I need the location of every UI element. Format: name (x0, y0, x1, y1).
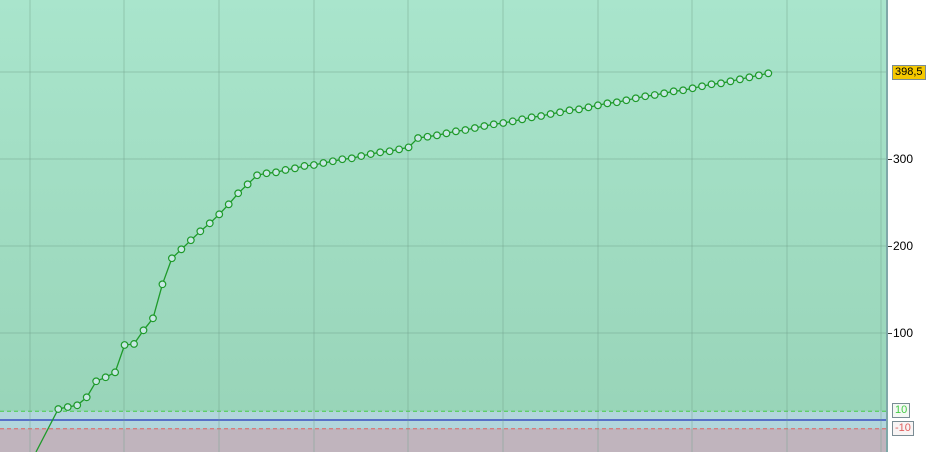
lower-band (0, 428, 888, 452)
data-point[interactable] (328, 157, 337, 166)
data-point[interactable] (319, 159, 328, 167)
data-point[interactable] (243, 180, 252, 189)
data-point[interactable] (300, 162, 309, 170)
data-point[interactable] (499, 119, 508, 127)
data-point[interactable] (139, 326, 148, 335)
data-point[interactable] (54, 405, 63, 413)
data-point[interactable] (73, 401, 82, 410)
data-point[interactable] (262, 169, 271, 178)
data-point[interactable] (736, 75, 744, 84)
data-point[interactable] (168, 254, 176, 263)
data-point[interactable] (669, 87, 678, 96)
data-point[interactable] (717, 79, 725, 88)
data-point[interactable] (452, 127, 460, 136)
level-label-lower: -10 (892, 421, 914, 436)
data-point[interactable] (310, 161, 318, 169)
data-point[interactable] (130, 340, 138, 348)
data-point[interactable] (82, 393, 91, 402)
data-point[interactable] (745, 73, 754, 82)
data-point[interactable] (224, 200, 233, 209)
data-point[interactable] (754, 71, 763, 80)
data-point[interactable] (489, 120, 498, 129)
data-point[interactable] (385, 147, 394, 156)
data-point[interactable] (376, 148, 385, 157)
last-value-label: 398,5 (892, 65, 926, 81)
data-point[interactable] (603, 99, 612, 108)
tick-mark (888, 246, 892, 247)
data-point[interactable] (612, 98, 621, 107)
data-point[interactable] (575, 105, 583, 114)
data-point[interactable] (594, 101, 602, 110)
data-point[interactable] (149, 314, 157, 323)
data-point[interactable] (433, 131, 441, 140)
data-point[interactable] (565, 106, 574, 115)
data-point[interactable] (508, 117, 517, 126)
data-point[interactable] (546, 110, 555, 118)
data-point[interactable] (707, 80, 716, 89)
price-axis[interactable]: 100 200 300 398,5 10 -10 (888, 0, 935, 452)
y-tick-label: 200 (893, 239, 914, 253)
data-point[interactable] (442, 129, 451, 138)
data-point[interactable] (688, 84, 697, 93)
data-point[interactable] (414, 134, 422, 142)
data-point[interactable] (404, 143, 413, 152)
data-point[interactable] (660, 89, 669, 98)
data-point[interactable] (537, 112, 546, 120)
data-point[interactable] (338, 155, 347, 164)
data-point[interactable] (281, 166, 290, 174)
y-tick-label: 300 (893, 152, 914, 166)
tick-mark (888, 333, 892, 334)
data-point[interactable] (177, 245, 186, 254)
data-point[interactable] (650, 91, 659, 99)
data-point[interactable] (63, 403, 72, 411)
data-point[interactable] (205, 219, 214, 228)
level-label-upper: 10 (892, 403, 911, 418)
data-point[interactable] (679, 86, 688, 95)
data-point[interactable] (272, 168, 280, 177)
y-tick-label: 100 (893, 326, 914, 340)
data-point[interactable] (726, 77, 735, 86)
plot-background (0, 0, 888, 452)
data-point[interactable] (527, 113, 536, 122)
data-point[interactable] (92, 377, 101, 386)
data-point[interactable] (215, 210, 224, 219)
data-point[interactable] (196, 227, 205, 236)
data-point[interactable] (584, 103, 593, 112)
data-point[interactable] (622, 96, 631, 105)
data-point[interactable] (234, 189, 243, 198)
data-point[interactable] (101, 373, 110, 382)
data-point[interactable] (186, 236, 195, 245)
data-point[interactable] (764, 69, 773, 78)
data-point[interactable] (518, 115, 527, 124)
data-point[interactable] (357, 152, 366, 160)
data-point[interactable] (423, 132, 432, 141)
data-point[interactable] (698, 82, 706, 91)
data-point[interactable] (631, 94, 640, 103)
data-point[interactable] (556, 108, 564, 117)
data-point[interactable] (158, 280, 167, 289)
tick-mark (888, 159, 892, 160)
data-point[interactable] (120, 341, 129, 349)
data-point[interactable] (395, 145, 404, 154)
data-point[interactable] (111, 368, 120, 377)
chart-plot-area[interactable] (0, 0, 888, 452)
data-point[interactable] (480, 122, 489, 130)
data-point[interactable] (366, 150, 375, 158)
data-point[interactable] (470, 124, 479, 132)
data-point[interactable] (253, 171, 262, 180)
data-point[interactable] (461, 126, 470, 134)
data-point[interactable] (641, 92, 650, 101)
data-point[interactable] (347, 154, 356, 163)
data-point[interactable] (291, 164, 299, 173)
